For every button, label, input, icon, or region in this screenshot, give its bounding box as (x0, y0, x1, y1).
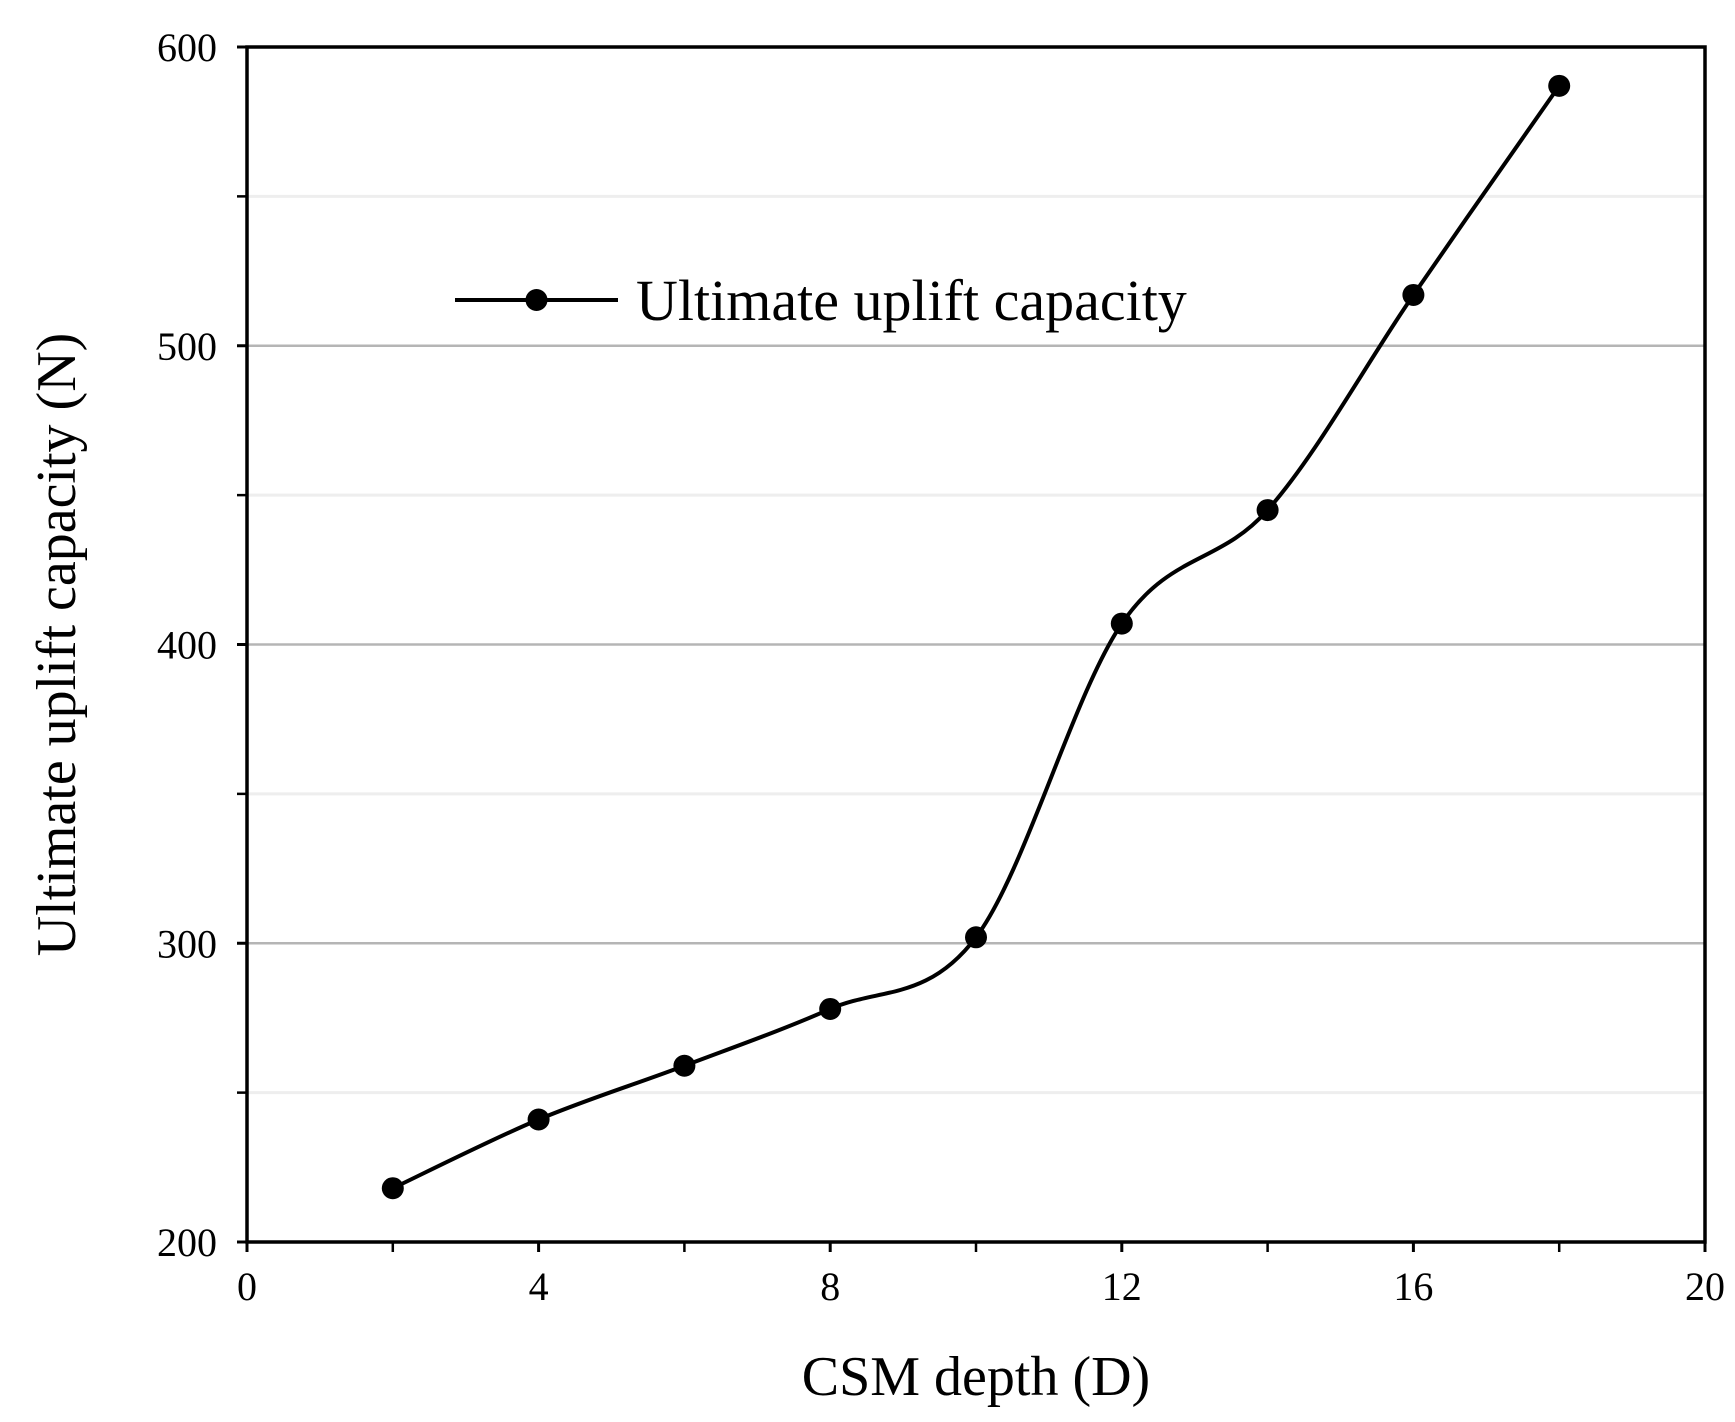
legend-marker (525, 289, 548, 311)
legend: Ultimate uplift capacity (455, 268, 1187, 333)
y-tick-label: 500 (157, 324, 217, 369)
y-tick-label: 300 (157, 921, 217, 966)
data-point (527, 1108, 550, 1131)
data-point (965, 926, 987, 949)
data-point (1548, 74, 1571, 97)
legend-label: Ultimate uplift capacity (636, 268, 1187, 333)
x-tick-label: 8 (820, 1264, 840, 1309)
x-tick-label: 12 (1102, 1264, 1142, 1309)
data-point (381, 1177, 404, 1200)
x-tick-label: 16 (1393, 1264, 1433, 1309)
data-point (1402, 283, 1425, 306)
data-point (673, 1054, 696, 1077)
data-point (1256, 499, 1279, 522)
series-line (391, 84, 1561, 1191)
data-point (819, 997, 842, 1020)
y-tick-label: 400 (157, 623, 217, 668)
x-tick-label: 4 (529, 1264, 549, 1309)
x-axis-title: CSM depth (D) (802, 1346, 1150, 1408)
series-layer (381, 74, 1571, 1200)
x-tick-label: 0 (237, 1264, 257, 1309)
x-tick-label: 20 (1685, 1264, 1725, 1309)
y-tick-label: 600 (157, 25, 217, 70)
y-axis-title: Ultimate uplift capacity (N) (26, 333, 88, 957)
y-tick-label: 200 (157, 1220, 217, 1265)
data-point (1110, 612, 1133, 635)
tick-layer: 0 4 8 12 16 20 200 300 400 500 600 (157, 25, 1725, 1309)
